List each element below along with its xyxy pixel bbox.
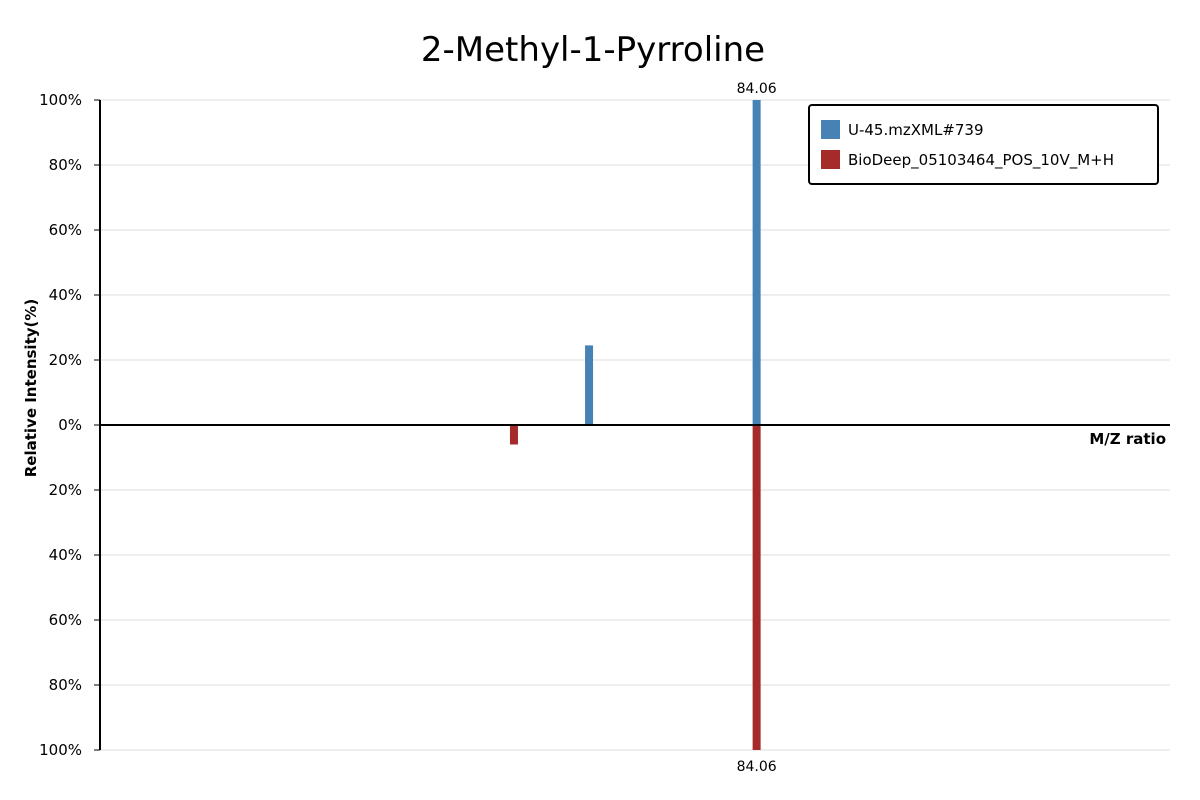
- y-tick-label: 40%: [49, 286, 82, 304]
- y-tick-label: 40%: [49, 546, 82, 564]
- y-tick-label: 100%: [39, 741, 82, 759]
- y-tick-label: 0%: [58, 416, 82, 434]
- peak-bars: [509, 100, 761, 750]
- legend-swatch: [821, 120, 840, 139]
- chart-title: 2-Methyl-1-Pyrroline: [421, 30, 765, 70]
- peak-bar: [585, 345, 594, 425]
- y-tick-label: 20%: [49, 351, 82, 369]
- legend: U-45.mzXML#739 BioDeep_05103464_POS_10V_M…: [808, 104, 1159, 185]
- y-tick-label: 60%: [49, 611, 82, 629]
- y-axis-title: Relative Intensity(%): [22, 299, 40, 478]
- y-tick-labels: 100% 80% 60% 40% 20% 0% 20% 40% 60% 80% 100%: [39, 91, 82, 759]
- peak-bar: [752, 100, 761, 425]
- peak-bar: [509, 425, 518, 445]
- legend-items: U-45.mzXML#739 BioDeep_05103464_POS_10V_M…: [821, 120, 1114, 170]
- x-axis-title: M/Z ratio: [1089, 430, 1166, 448]
- y-tick-label: 80%: [49, 156, 82, 174]
- peak-labels: 84.06 84.06: [737, 81, 777, 775]
- y-tick-label: 100%: [39, 91, 82, 109]
- peak-label: 84.06: [737, 81, 777, 97]
- peak-label: 84.06: [737, 759, 777, 775]
- legend-label: BioDeep_05103464_POS_10V_M+H: [848, 151, 1114, 170]
- legend-box: [808, 104, 1159, 185]
- legend-label: U-45.mzXML#739: [848, 121, 984, 139]
- y-tick-label: 80%: [49, 676, 82, 694]
- y-tick-label: 60%: [49, 221, 82, 239]
- y-tick-label: 20%: [49, 481, 82, 499]
- grid-layer: [94, 99, 1170, 751]
- peak-bar: [752, 425, 761, 750]
- legend-swatch: [821, 150, 840, 169]
